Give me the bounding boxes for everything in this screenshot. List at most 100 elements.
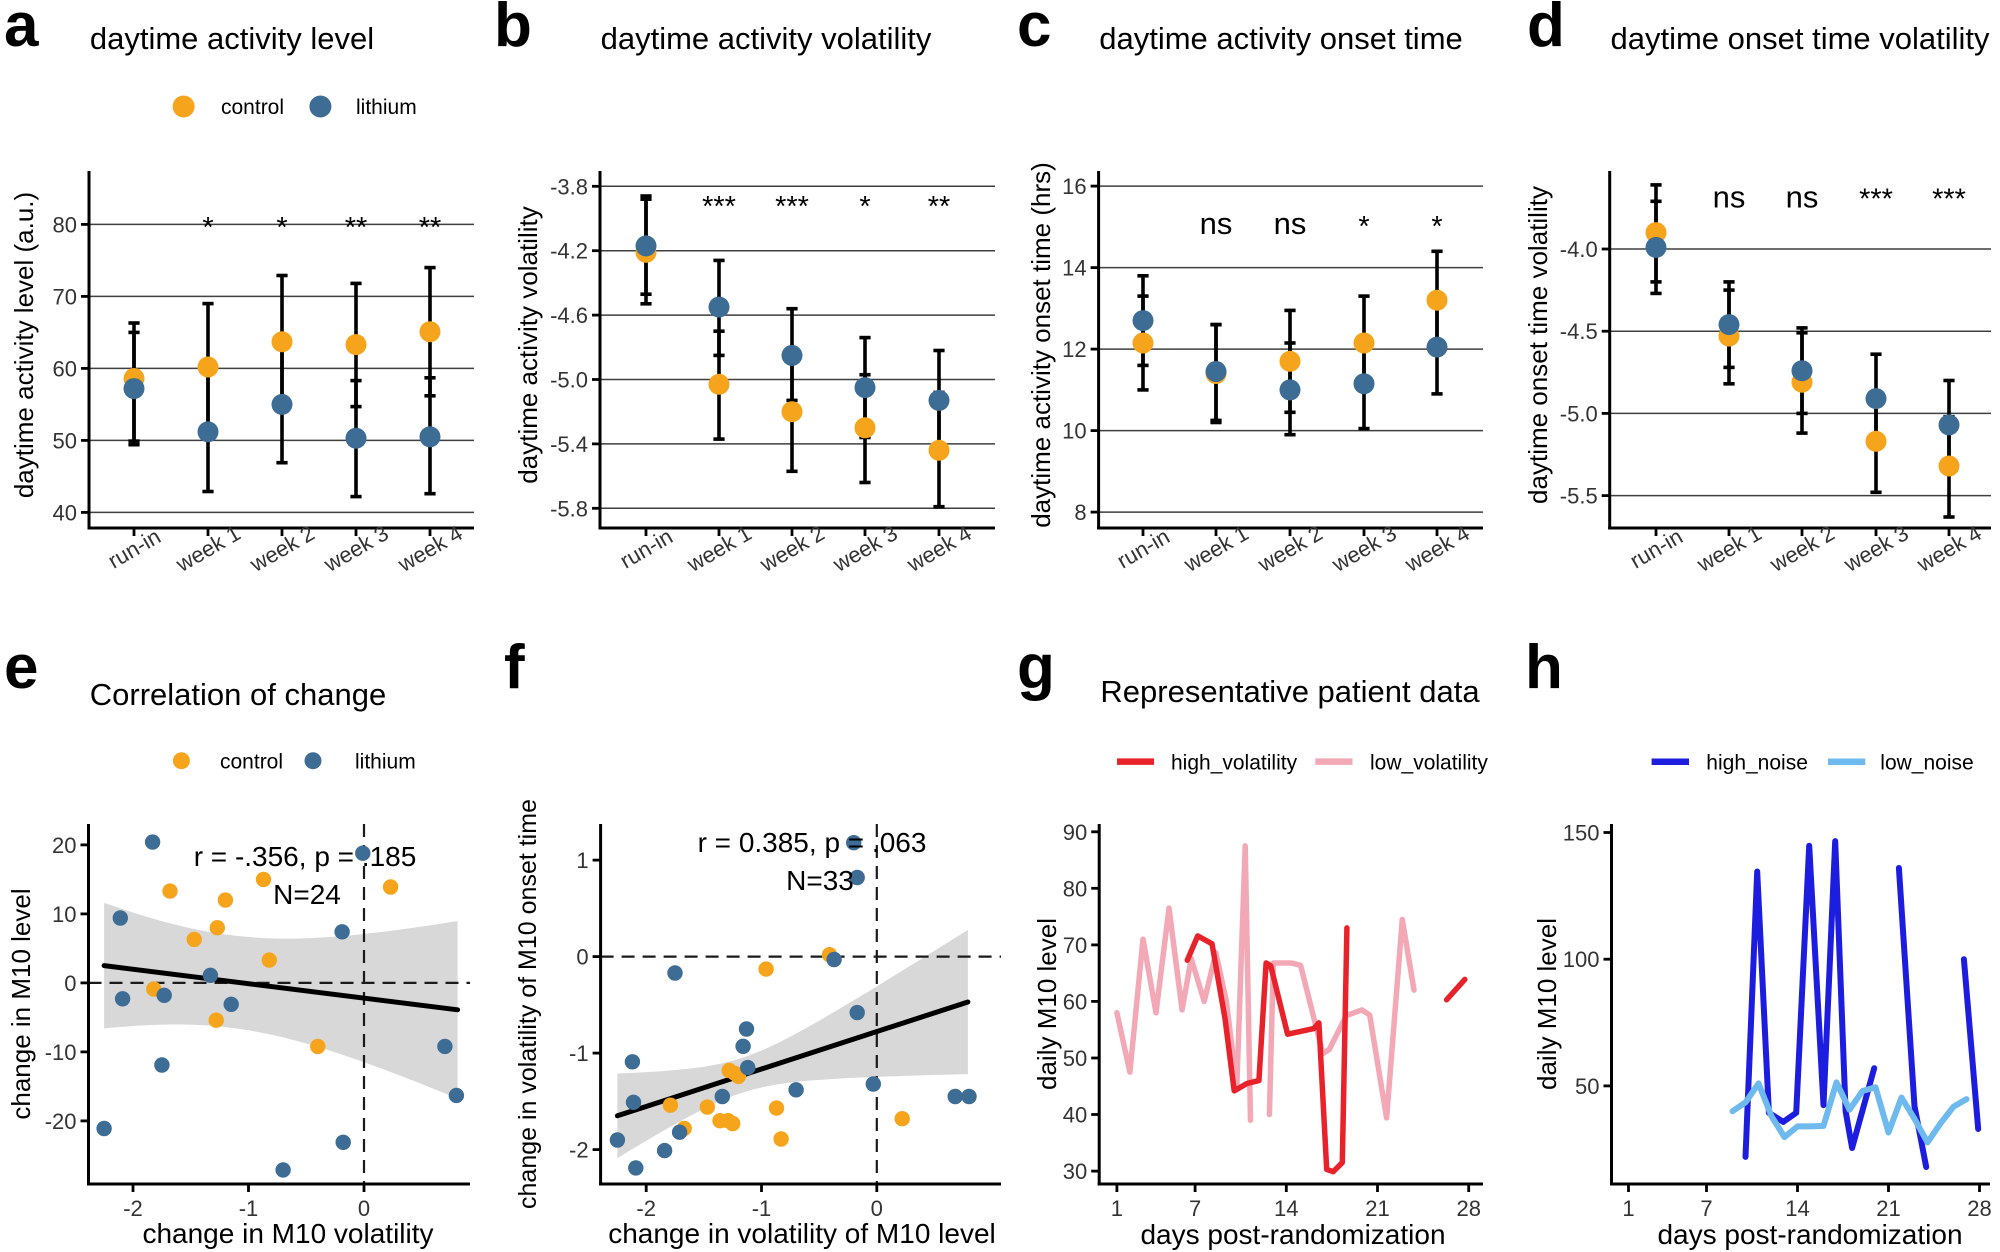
svg-text:days post-randomization: days post-randomization	[1140, 1219, 1445, 1250]
svg-text:daytime onset time volatility: daytime onset time volatility	[1610, 21, 1990, 56]
svg-text:21: 21	[1876, 1196, 1900, 1221]
svg-text:-4.6: -4.6	[550, 303, 588, 328]
svg-text:60: 60	[1063, 989, 1087, 1014]
svg-text:28: 28	[1967, 1196, 1991, 1221]
svg-text:ns: ns	[1786, 180, 1819, 215]
svg-text:daytime activity level: daytime activity level	[90, 21, 374, 56]
svg-text:12: 12	[1062, 337, 1086, 362]
svg-text:change in M10 level: change in M10 level	[6, 888, 36, 1119]
svg-text:*: *	[1358, 211, 1369, 243]
svg-text:-3.8: -3.8	[550, 174, 588, 199]
svg-text:-5.4: -5.4	[550, 432, 588, 457]
svg-text:a: a	[4, 0, 39, 60]
svg-text:80: 80	[53, 212, 77, 237]
svg-text:60: 60	[53, 356, 77, 381]
svg-text:-2: -2	[569, 1138, 589, 1163]
svg-text:change in M10 volatility: change in M10 volatility	[142, 1218, 433, 1249]
svg-text:lithium: lithium	[356, 96, 417, 119]
svg-text:ns: ns	[1200, 206, 1233, 241]
svg-text:50: 50	[1063, 1046, 1087, 1071]
svg-text:*: *	[1431, 211, 1442, 243]
svg-text:50: 50	[53, 428, 77, 453]
svg-text:N=24: N=24	[273, 879, 341, 910]
svg-text:21: 21	[1365, 1196, 1389, 1221]
svg-text:-20: -20	[45, 1109, 77, 1134]
svg-text:ns: ns	[1274, 206, 1307, 241]
svg-text:1: 1	[576, 848, 588, 873]
svg-text:Correlation of change: Correlation of change	[90, 677, 386, 712]
svg-text:16: 16	[1062, 174, 1086, 199]
svg-text:90: 90	[1063, 820, 1087, 845]
svg-text:**: **	[928, 191, 951, 223]
svg-text:**: **	[345, 212, 368, 244]
svg-text:28: 28	[1456, 1196, 1480, 1221]
svg-text:Representative patient data: Representative patient data	[1100, 674, 1480, 709]
svg-text:daytime activity onset time: daytime activity onset time	[1099, 21, 1463, 56]
svg-text:100: 100	[1563, 947, 1600, 972]
svg-text:0: 0	[358, 1196, 370, 1221]
svg-text:lithium: lithium	[355, 751, 416, 774]
svg-text:control: control	[221, 96, 284, 119]
svg-text:-5.0: -5.0	[550, 368, 588, 393]
svg-text:g: g	[1017, 633, 1055, 702]
svg-text:r = 0.385, p = .063: r = 0.385, p = .063	[698, 827, 927, 858]
svg-text:low_volatility: low_volatility	[1370, 752, 1488, 775]
svg-text:*: *	[859, 191, 870, 223]
svg-text:-2: -2	[123, 1196, 143, 1221]
svg-text:***: ***	[1932, 184, 1966, 216]
svg-text:-4.0: -4.0	[1560, 237, 1598, 262]
svg-text:***: ***	[702, 191, 736, 223]
svg-text:high_noise: high_noise	[1706, 752, 1808, 775]
svg-text:daytime activity level (a.u.): daytime activity level (a.u.)	[9, 192, 39, 498]
svg-text:b: b	[494, 0, 532, 60]
svg-text:d: d	[1527, 0, 1565, 60]
svg-text:-5.0: -5.0	[1560, 401, 1598, 426]
svg-text:-4.2: -4.2	[550, 239, 588, 264]
svg-text:**: **	[419, 212, 442, 244]
svg-text:-10: -10	[45, 1040, 77, 1065]
svg-text:20: 20	[52, 833, 76, 858]
svg-text:daytime activity volatility: daytime activity volatility	[601, 21, 932, 56]
svg-text:30: 30	[1063, 1159, 1087, 1184]
svg-text:0: 0	[871, 1196, 883, 1221]
svg-text:40: 40	[53, 500, 77, 525]
svg-text:-1: -1	[752, 1196, 772, 1221]
svg-text:days post-randomization: days post-randomization	[1657, 1219, 1962, 1250]
svg-text:low_noise: low_noise	[1880, 752, 1973, 775]
svg-text:***: ***	[775, 191, 809, 223]
svg-text:14: 14	[1062, 256, 1086, 281]
svg-text:-1: -1	[569, 1041, 589, 1066]
svg-text:change in volatility of M10 on: change in volatility of M10 onset time	[514, 799, 542, 1209]
svg-text:daytime activity onset time (h: daytime activity onset time (hrs)	[1026, 162, 1056, 528]
svg-text:-5.8: -5.8	[550, 496, 588, 521]
svg-text:70: 70	[53, 284, 77, 309]
svg-text:14: 14	[1274, 1196, 1298, 1221]
svg-text:-5.5: -5.5	[1560, 484, 1598, 509]
svg-text:f: f	[504, 633, 525, 702]
svg-text:40: 40	[1063, 1103, 1087, 1128]
svg-text:daily M10 level: daily M10 level	[1032, 918, 1062, 1090]
svg-text:daytime onset time volatility: daytime onset time volatility	[1523, 186, 1553, 504]
svg-text:N=33: N=33	[786, 865, 854, 896]
svg-text:0: 0	[576, 945, 588, 970]
svg-text:1: 1	[1111, 1196, 1123, 1221]
svg-text:daily M10 level: daily M10 level	[1532, 918, 1562, 1090]
svg-text:10: 10	[1062, 419, 1086, 444]
svg-text:h: h	[1525, 633, 1563, 702]
svg-text:-2: -2	[636, 1196, 656, 1221]
svg-text:10: 10	[52, 902, 76, 927]
svg-text:c: c	[1017, 0, 1051, 60]
svg-text:change in volatility of M10 le: change in volatility of M10 level	[608, 1218, 996, 1249]
svg-text:-4.5: -4.5	[1560, 319, 1598, 344]
svg-text:e: e	[4, 633, 38, 702]
svg-text:50: 50	[1575, 1074, 1599, 1099]
svg-text:***: ***	[1859, 184, 1893, 216]
svg-text:14: 14	[1785, 1196, 1809, 1221]
svg-text:*: *	[202, 212, 213, 244]
svg-text:*: *	[276, 212, 287, 244]
svg-text:high_volatility: high_volatility	[1171, 752, 1298, 775]
svg-text:-1: -1	[239, 1196, 259, 1221]
svg-text:r = -.356, p = .185: r = -.356, p = .185	[194, 841, 417, 872]
svg-text:daytime activity volatility: daytime activity volatility	[513, 206, 543, 483]
svg-text:ns: ns	[1713, 180, 1746, 215]
